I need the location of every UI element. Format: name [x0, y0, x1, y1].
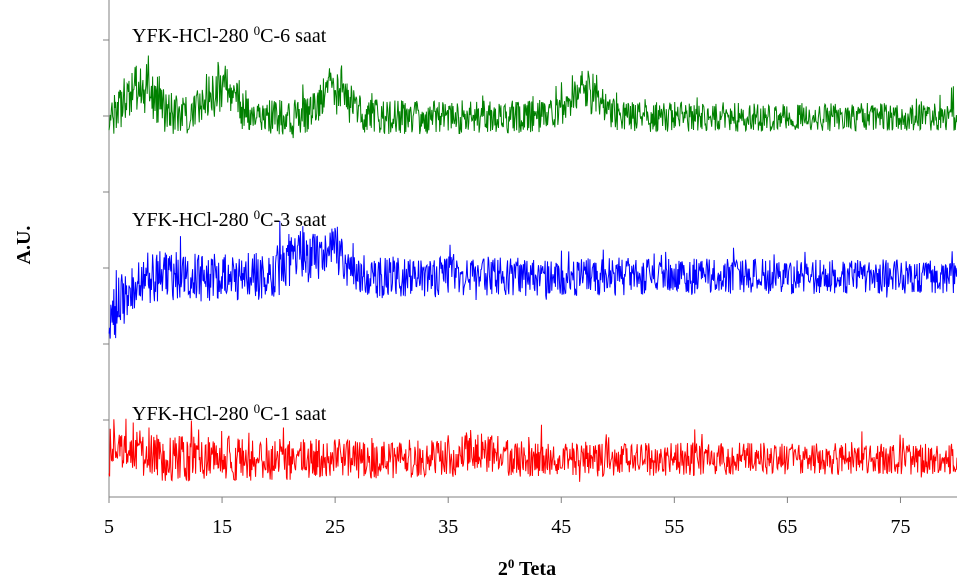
series-label-sup: 0: [254, 23, 261, 38]
series-label-main: YFK-HCl-280: [132, 209, 254, 231]
series-line-1: [108, 418, 957, 482]
x-tick-label-5: 5: [104, 516, 114, 538]
x-axis-label-rest: Teta: [514, 558, 556, 580]
series-label-main: YFK-HCl-280: [132, 403, 254, 425]
x-axis-label-sup: 0: [508, 556, 515, 571]
series-label-rest: C-1 saat: [260, 403, 327, 425]
series-label-1: YFK-HCl-280 0C-1 saat: [132, 401, 327, 426]
series-label-sup: 0: [254, 207, 261, 222]
x-tick-label-55: 55: [664, 516, 684, 538]
series-label-rest: C-6 saat: [260, 25, 327, 47]
x-tick-label-75: 75: [890, 516, 910, 538]
x-axis-label: 20 Teta: [498, 556, 556, 581]
series-lines: [108, 55, 957, 482]
x-tick-label-35: 35: [438, 516, 458, 538]
series-label-main: YFK-HCl-280: [132, 25, 254, 47]
x-tick-label-65: 65: [777, 516, 797, 538]
x-axis-label-base: 2: [498, 558, 508, 580]
x-axis: 5 15 25 35 45 55 65 75: [104, 496, 957, 538]
series-label-3: YFK-HCl-280 0C-6 saat: [132, 23, 327, 48]
series-label-rest: C-3 saat: [260, 209, 327, 231]
series-label-2: YFK-HCl-280 0C-3 saat: [132, 207, 327, 232]
y-axis: [103, 0, 110, 497]
x-tick-label-45: 45: [551, 516, 571, 538]
series-line-2: [108, 221, 957, 339]
y-axis-label: A.U.: [13, 226, 35, 265]
x-tick-label-25: 25: [325, 516, 345, 538]
x-tick-label-15: 15: [212, 516, 232, 538]
series-label-sup: 0: [254, 401, 261, 416]
series-line-3: [108, 55, 957, 139]
